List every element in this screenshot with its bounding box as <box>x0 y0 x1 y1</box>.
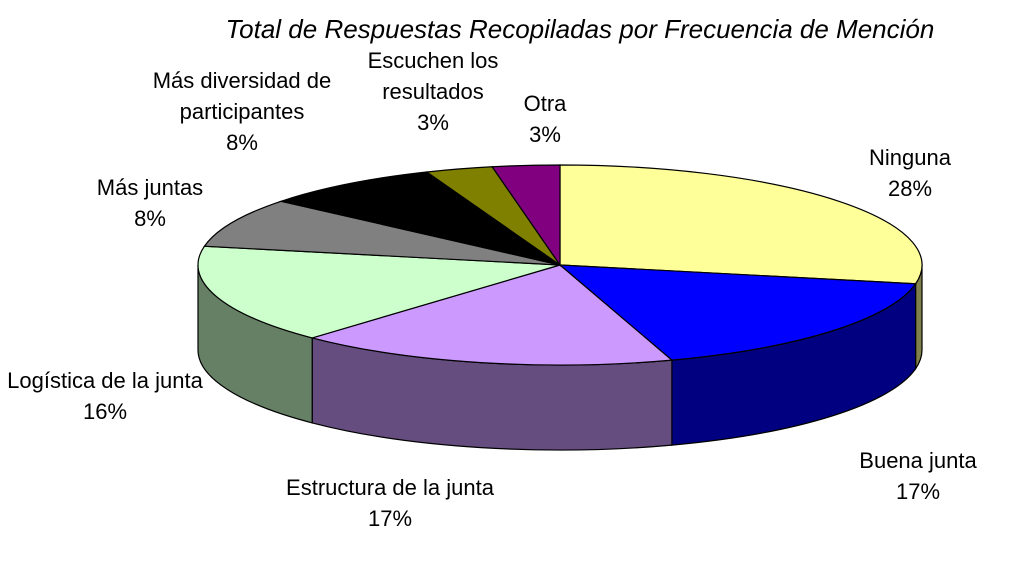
category-label: Estructura de la junta <box>286 475 494 500</box>
category-label: Escuchen los resultados <box>367 48 499 104</box>
slice-label: Estructura de la junta 17% <box>280 472 500 534</box>
slice <box>203 200 561 266</box>
category-label: Más diversidad de participantes <box>152 68 332 124</box>
slice <box>558 264 917 361</box>
value-label: 8% <box>226 130 258 155</box>
value-label: 8% <box>134 206 166 231</box>
slice <box>309 264 674 366</box>
slice <box>491 164 561 267</box>
value-label: 17% <box>895 479 941 504</box>
slice-label: Ninguna 28% <box>810 142 1010 204</box>
value-label: 28% <box>887 176 933 201</box>
value-label: 3% <box>529 122 561 147</box>
value-label: 17% <box>367 506 413 531</box>
value-label: 16% <box>82 399 128 424</box>
chart-title: Total de Respuestas Recopiladas por Frec… <box>225 14 935 44</box>
category-label: Logística de la junta <box>7 368 203 393</box>
category-label: Más juntas <box>96 175 204 200</box>
slice-label: Más juntas 8% <box>70 172 230 234</box>
slice <box>559 164 923 285</box>
slice-label: Escuchen los resultados 3% <box>348 45 518 138</box>
category-label: Ninguna <box>869 145 951 170</box>
slice-label: Otra 3% <box>495 88 595 150</box>
category-label: Otra <box>523 91 567 116</box>
slice <box>278 171 561 266</box>
slice <box>197 245 561 339</box>
slice-label: Logística de la junta 16% <box>5 365 205 427</box>
slice-label: Más diversidad de participantes 8% <box>137 65 347 158</box>
category-label: Buena junta <box>859 448 977 473</box>
value-label: 3% <box>417 110 449 135</box>
slice-label: Buena junta 17% <box>818 445 1018 507</box>
